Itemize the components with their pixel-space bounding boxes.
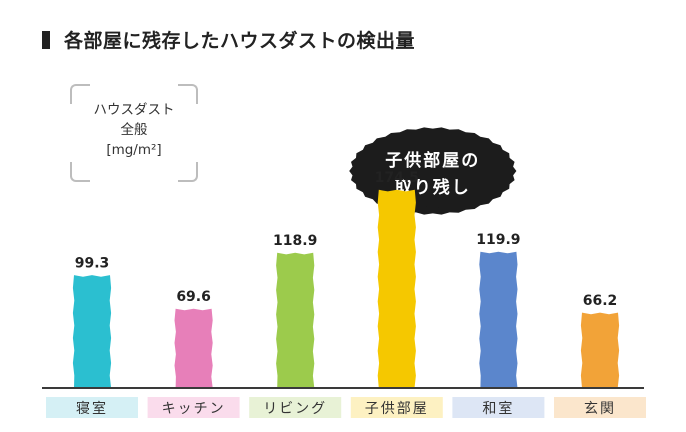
unit-label-box: ハウスダスト 全般 [mg/m²] xyxy=(70,84,198,182)
title-marker xyxy=(42,30,50,49)
y-axis-unit-label: ハウスダスト 全般 [mg/m²] xyxy=(70,100,198,160)
bar-2 xyxy=(174,308,213,388)
corner-bracket xyxy=(70,84,90,104)
corner-bracket xyxy=(178,84,198,104)
bar-3 xyxy=(276,252,315,388)
bar-1 xyxy=(72,275,112,388)
corner-bracket xyxy=(178,162,198,182)
bar-6 xyxy=(580,312,620,388)
unit-line-1: ハウスダスト xyxy=(93,102,175,118)
bars-group: 99.3 69.6 118.9 174.5 119.9 66.2 xyxy=(42,170,644,389)
value-label: 66.2 xyxy=(583,293,618,309)
category-label-background xyxy=(147,397,240,418)
corner-bracket xyxy=(70,162,90,182)
category-label: リビング xyxy=(263,401,327,417)
value-label: 99.3 xyxy=(75,255,110,271)
unit-line-3: [mg/m²] xyxy=(106,142,162,158)
category-label: 和室 xyxy=(482,400,514,417)
value-label: 69.6 xyxy=(176,289,211,305)
category-label-background xyxy=(452,397,545,418)
category-label-background xyxy=(350,397,443,418)
category-label: キッチン xyxy=(162,401,226,417)
value-label: 174.5 xyxy=(375,170,419,186)
category-labels-group: 寝室 キッチン リビング 子供部屋 和室 玄関 xyxy=(46,397,646,418)
category-label: 子供部屋 xyxy=(365,401,429,417)
chart-title-area: 各部屋に残存したハウスダストの検出量 xyxy=(42,26,415,53)
category-label: 寝室 xyxy=(76,400,108,417)
bar-5 xyxy=(479,251,518,388)
chart-title: 各部屋に残存したハウスダストの検出量 xyxy=(64,30,416,52)
category-label-background xyxy=(554,397,646,418)
category-label: 玄関 xyxy=(584,400,616,417)
unit-line-2: 全般 xyxy=(120,122,148,138)
category-label-background xyxy=(46,397,138,418)
value-label: 119.9 xyxy=(476,232,520,248)
value-label: 118.9 xyxy=(273,233,317,249)
category-label-background xyxy=(249,397,342,418)
bar-4 xyxy=(377,189,416,388)
callout-pointer xyxy=(420,160,445,208)
callout-text-line-1: 子供部屋の xyxy=(385,150,480,171)
